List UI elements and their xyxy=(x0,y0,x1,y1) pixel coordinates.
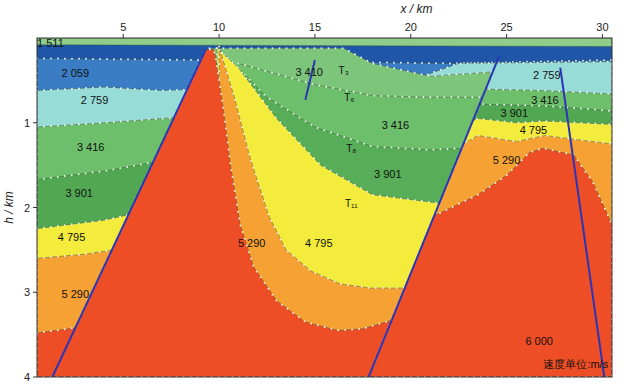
x-tick-label: 10 xyxy=(213,21,225,33)
plot-area xyxy=(37,38,612,377)
velocity-label: 3 901 xyxy=(374,168,402,180)
layer-body xyxy=(37,45,612,377)
velocity-label: 3 901 xyxy=(65,187,93,199)
fault-line xyxy=(369,57,499,377)
x-tick xyxy=(602,34,603,38)
x-tick-label: 15 xyxy=(309,21,321,33)
y-tick xyxy=(33,292,37,293)
horizon-label: T₈ xyxy=(346,143,356,154)
fault-line xyxy=(560,68,604,377)
y-tick xyxy=(33,207,37,208)
layer-body xyxy=(37,38,612,377)
y-tick-label: 4 xyxy=(24,371,30,383)
plot-frame xyxy=(37,38,612,377)
layer-body xyxy=(369,148,612,377)
velocity-label: 4 795 xyxy=(305,237,333,249)
velocity-label: 3 416 xyxy=(382,119,410,131)
velocity-label: 2 059 xyxy=(62,67,90,79)
x-tick-label: 20 xyxy=(405,21,417,33)
x-axis-label: x / km xyxy=(400,2,433,16)
velocity-label: 5 290 xyxy=(238,237,266,249)
velocity-label: 3 901 xyxy=(500,107,528,119)
velocity-label: 2 759 xyxy=(533,69,561,81)
velocity-label: 5 290 xyxy=(62,288,90,300)
unit-note: 速度单位:m/s xyxy=(543,358,608,370)
x-tick xyxy=(219,34,220,38)
horizon-label: T₃ xyxy=(339,65,349,76)
chart-root: 5 10 15 20 25 30 1 2 3 4 x / km h / km 1 511 2 059 2 7… xyxy=(0,0,625,384)
chart-svg: 5 10 15 20 25 30 1 2 3 4 x / km h / km 1 511 2 059 2 7… xyxy=(0,0,625,384)
y-tick-label: 3 xyxy=(24,286,30,298)
y-axis-label: h / km xyxy=(2,191,16,224)
layer-boundary-dots xyxy=(369,148,612,377)
velocity-label: 2 759 xyxy=(81,94,109,106)
y-tick-label: 2 xyxy=(24,202,30,214)
x-tick xyxy=(314,34,315,38)
x-tick-label: 30 xyxy=(596,21,608,33)
y-tick xyxy=(33,122,37,123)
fault-line xyxy=(52,50,205,377)
velocity-label: 3 410 xyxy=(295,66,323,78)
x-tick xyxy=(410,34,411,38)
velocity-label: 6 000 xyxy=(525,335,553,347)
x-tick xyxy=(123,34,124,38)
horizon-label: T₆ xyxy=(344,92,354,103)
y-tick xyxy=(33,377,37,378)
x-tick-label: 5 xyxy=(120,21,126,33)
velocity-label: 1 511 xyxy=(37,37,64,49)
y-tick-label: 1 xyxy=(24,117,30,129)
velocity-label: 5 290 xyxy=(493,154,521,166)
horizon-label: T₁₁ xyxy=(345,198,358,209)
layer-boundary-dots xyxy=(37,49,392,377)
velocity-label: 4 795 xyxy=(520,124,548,136)
velocity-label: 3 416 xyxy=(77,141,105,153)
layer-body xyxy=(37,49,392,377)
x-tick xyxy=(506,34,507,38)
velocity-label: 3 416 xyxy=(531,94,559,106)
x-tick-label: 25 xyxy=(500,21,512,33)
velocity-label: 4 795 xyxy=(58,231,86,243)
